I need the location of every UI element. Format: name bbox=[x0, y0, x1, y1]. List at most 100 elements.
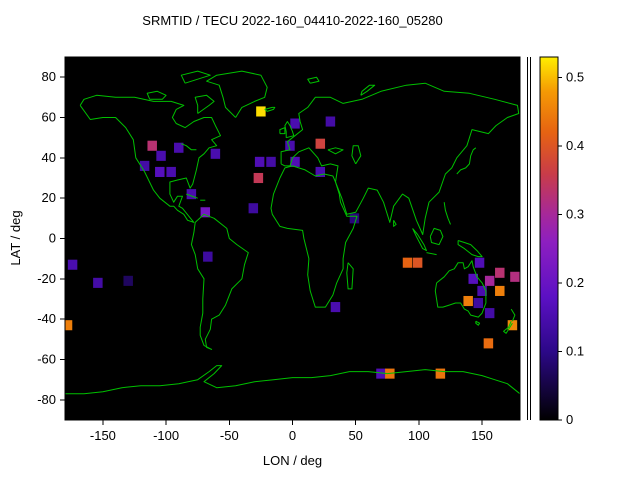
coastline-path bbox=[503, 321, 513, 334]
heat-cell bbox=[285, 140, 295, 151]
heat-cell bbox=[290, 156, 300, 167]
coastline-path bbox=[346, 262, 354, 290]
coastline-path bbox=[146, 90, 167, 100]
coastline-path bbox=[475, 320, 481, 326]
heat-cell bbox=[495, 285, 505, 296]
heat-cell bbox=[484, 308, 495, 319]
coastline-path bbox=[327, 147, 344, 155]
heat-cell bbox=[463, 295, 473, 307]
heat-cell bbox=[484, 275, 495, 286]
coastline-path bbox=[307, 76, 320, 84]
heat-cell bbox=[166, 166, 176, 177]
y-tick-label: 40 bbox=[42, 150, 56, 165]
heat-cell bbox=[402, 257, 413, 268]
coastline-path bbox=[181, 143, 197, 151]
heat-cell bbox=[186, 189, 197, 200]
heat-cell bbox=[93, 277, 103, 288]
colorbar-tick-label: 0.2 bbox=[566, 275, 584, 290]
heat-cell bbox=[155, 166, 165, 177]
heat-cell bbox=[290, 118, 300, 129]
coastline-path bbox=[270, 165, 358, 308]
coastline-path bbox=[426, 252, 437, 256]
heat-cell bbox=[315, 138, 326, 149]
heat-cell bbox=[507, 320, 518, 331]
heat-cell bbox=[253, 172, 264, 184]
heat-cell bbox=[123, 275, 133, 286]
heat-cell bbox=[376, 368, 386, 379]
heat-cell bbox=[435, 368, 446, 379]
heat-cell bbox=[67, 259, 78, 270]
coastline-path bbox=[456, 147, 477, 175]
coastline-path bbox=[284, 121, 295, 139]
y-tick-label: 60 bbox=[42, 110, 56, 125]
coastline-path bbox=[412, 228, 427, 252]
x-tick-label: 150 bbox=[471, 428, 493, 443]
coastline-path bbox=[351, 145, 362, 165]
heat-cell bbox=[65, 320, 73, 331]
coastline-path bbox=[457, 240, 483, 258]
y-tick-label: -40 bbox=[37, 311, 56, 326]
heat-cell bbox=[200, 207, 211, 218]
coastline-path bbox=[434, 260, 487, 318]
coastline-path bbox=[186, 193, 198, 199]
coastline-path bbox=[194, 94, 215, 114]
heat-cell bbox=[256, 106, 266, 117]
heat-cell bbox=[510, 271, 520, 282]
heat-cell bbox=[315, 166, 326, 177]
coastline-path bbox=[279, 127, 286, 135]
heat-cell bbox=[495, 267, 505, 278]
x-axis-title: LON / deg bbox=[262, 453, 323, 468]
heat-cell bbox=[474, 257, 485, 268]
coastline-path bbox=[360, 84, 376, 96]
coastline-path bbox=[510, 308, 516, 322]
coastline-path bbox=[429, 227, 444, 246]
heat-cell bbox=[254, 156, 265, 167]
heat-cell bbox=[248, 203, 259, 214]
x-tick-label: 100 bbox=[408, 428, 430, 443]
heat-cell bbox=[325, 116, 336, 127]
coastline-path bbox=[264, 106, 276, 112]
plot-title: SRMTID / TECU 2022-160_04410-2022-160_05… bbox=[142, 13, 443, 28]
coastline-path bbox=[180, 70, 211, 84]
x-tick-label: -100 bbox=[153, 428, 179, 443]
colorbar-tick-label: 0 bbox=[566, 412, 573, 427]
heat-cell bbox=[349, 213, 360, 224]
heat-cell bbox=[412, 257, 423, 268]
heat-cell bbox=[266, 156, 276, 167]
heat-cell bbox=[203, 251, 213, 262]
colorbar-tick-label: 0.5 bbox=[566, 70, 584, 85]
coastline-path bbox=[206, 70, 268, 118]
y-tick-label: 20 bbox=[42, 190, 56, 205]
heat-cell bbox=[174, 142, 184, 153]
x-tick-label: -50 bbox=[220, 428, 239, 443]
map-background bbox=[65, 57, 520, 420]
colorbar-tick-label: 0.3 bbox=[566, 207, 584, 222]
y-tick-label: -80 bbox=[37, 392, 56, 407]
heat-cell bbox=[468, 273, 478, 284]
heat-cell bbox=[210, 148, 221, 159]
heat-cell bbox=[139, 160, 150, 171]
x-tick-label: -150 bbox=[90, 428, 116, 443]
coastline-path bbox=[393, 220, 397, 227]
y-tick-label: 80 bbox=[42, 69, 56, 84]
x-tick-label: 50 bbox=[348, 428, 362, 443]
y-tick-label: -60 bbox=[37, 352, 56, 367]
x-tick-label: 0 bbox=[289, 428, 296, 443]
coastline-path bbox=[280, 82, 520, 235]
coastline-path bbox=[190, 213, 249, 350]
heat-cell bbox=[483, 338, 494, 349]
heat-cell bbox=[156, 150, 166, 161]
coastline-path bbox=[79, 94, 221, 223]
heat-cell bbox=[473, 297, 484, 309]
heat-cell bbox=[477, 285, 487, 296]
colorbar-tick-label: 0.1 bbox=[566, 344, 584, 359]
coastline-path bbox=[443, 202, 451, 225]
heat-cell bbox=[147, 140, 157, 151]
colorbar-tick-label: 0.4 bbox=[566, 138, 584, 153]
heat-cell bbox=[330, 302, 341, 313]
y-tick-label: 0 bbox=[49, 231, 56, 246]
y-tick-label: -20 bbox=[37, 271, 56, 286]
coastline-path bbox=[65, 365, 520, 395]
